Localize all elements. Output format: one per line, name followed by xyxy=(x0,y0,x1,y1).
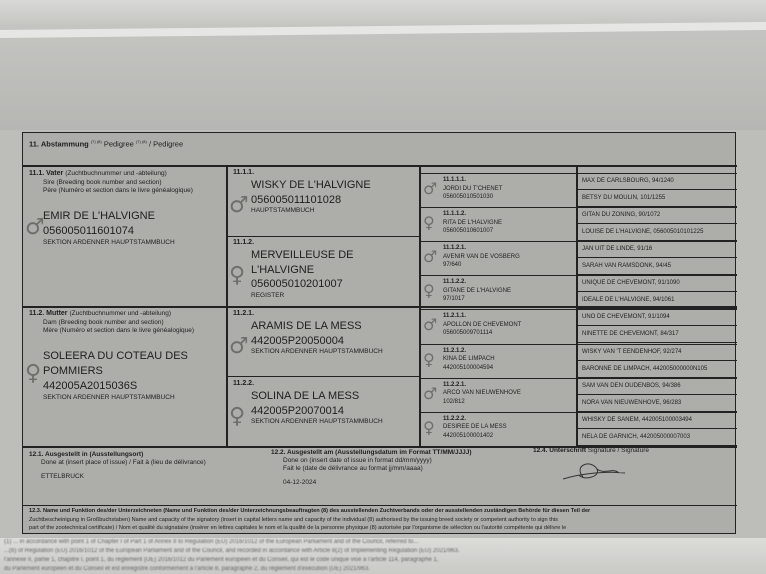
great-great-grandparent: WHISKY DE SANEM, 442005100003494 xyxy=(577,412,737,429)
great-great-grandparent: NORA VAN NIEUWENHOVE, 96/283 xyxy=(577,395,737,412)
great-great-grandparent: BARONNE DE LIMPACH, 442005000000N105 xyxy=(577,361,737,378)
dam-cell: 11.2. Mutter (Zuchtbuchnummer und -abtei… xyxy=(29,310,195,401)
sire-cell: 11.1. Vater (Zuchtbuchnummer und -abteil… xyxy=(29,170,193,246)
great-great-grandparent: NELA DE GARNICH, 442005000007003 xyxy=(577,429,737,446)
great-great-grandparent: MAX DE CARLSBOURG, 94/1240 xyxy=(577,173,737,190)
great-great-grandparent: UNIQUE DE CHEVEMONT, 91/1090 xyxy=(577,275,737,293)
great-great-grandparent: UNO DE CHEVEMONT, 91/1094 xyxy=(577,309,737,327)
pedigree-heading: 11. Abstammung (7) (8) Pedigree (7) (8) … xyxy=(29,139,184,149)
great-grandparent-cell: 11.1.2.2. GITANE DE L'HALVIGNE 97/1017 xyxy=(443,279,511,303)
male-icon: ♂ xyxy=(423,315,438,335)
great-great-grandparent: JAN UIT DE LINDE, 91/16 xyxy=(577,241,737,259)
great-grandparent-cell: 11.1.1.1. JORDI DU T'CHENET 05600501050103… xyxy=(443,177,503,200)
great-grandparent-cell: 11.2.1.2. KINA DE LIMPACH 442005100004594 xyxy=(443,347,495,371)
grandparent-cell: 11.1.1. WISKY DE L'HALVIGNE 05600501110102… xyxy=(233,169,371,215)
great-great-grandparent: GITAN DU ZONING, 90/1072 xyxy=(577,207,737,225)
great-great-grandparent: NINETTE DE CHEVEMONT, 84/317 xyxy=(577,326,737,344)
female-icon: ♀ xyxy=(229,404,246,429)
male-icon: ♂ xyxy=(423,383,438,403)
female-icon: ♀ xyxy=(229,263,246,288)
male-icon: ♂ xyxy=(423,247,438,267)
great-great-grandparent: BETSY DU MOULIN, 101/1255 xyxy=(577,190,737,208)
female-icon: ♀ xyxy=(25,361,42,386)
grandparent-cell: 11.2.1. ARAMIS DE LA MESS 442005P20050004 S… xyxy=(233,310,383,356)
grandparent-cell: 11.1.2. MERVEILLEUSE DE L'HALVIGNE 0560050… xyxy=(233,239,354,300)
signature-scribble xyxy=(562,463,626,480)
female-icon: ♀ xyxy=(423,281,435,301)
male-icon: ♂ xyxy=(229,193,249,218)
date-of-issue: 12.2. Ausgestellt am (Ausstellungsdatum … xyxy=(271,449,472,487)
pedigree-certificate: 11. Abstammung (7) (8) Pedigree (7) (8) … xyxy=(22,132,737,534)
great-great-grandparent: LOUISE DE L'HALVIGNE, 056005010101225 xyxy=(577,224,737,242)
next-page-footnote: (1) ... in accordance with point 1 of Ch… xyxy=(0,538,766,574)
great-grandparent-cell: 11.1.1.2. RITA DE L'HALVIGNE 0560050106010… xyxy=(443,211,502,235)
female-icon: ♀ xyxy=(423,213,435,233)
place-of-issue: 12.1. Ausgestellt in (Ausstellungsort) D… xyxy=(29,451,206,481)
great-grandparent-cell: 11.2.2.2. DESIREE DE LA MESS 4420051000014… xyxy=(443,415,507,439)
great-great-grandparent: WISKY VAN 'T EENDENHOF, 92/274 xyxy=(577,344,737,361)
male-icon: ♂ xyxy=(25,215,45,240)
female-icon: ♀ xyxy=(423,349,435,369)
great-grandparent-cell: 11.2.2.1. ARCO VAN NIEUWENHOVE 102/812 xyxy=(443,381,521,405)
grandparent-cell: 11.2.2. SOLINA DE LA MESS 442005P20070014 S… xyxy=(233,380,383,426)
female-icon: ♀ xyxy=(423,417,435,437)
background-sleeve xyxy=(0,0,766,130)
great-great-grandparent: IDEALE DE L'HALVIGNE, 94/1061 xyxy=(577,292,737,310)
male-icon: ♂ xyxy=(423,179,438,198)
great-grandparent-cell: 11.1.2.1. AVENIR VAN DE VOSBERG 97/640 xyxy=(443,245,520,269)
male-icon: ♂ xyxy=(229,334,249,359)
signatory-label: 12.3. Name und Funktion des/der Unterzei… xyxy=(29,508,591,531)
great-great-grandparent: SAM VAN DEN OUDENBOS, 94/386 xyxy=(577,378,737,395)
great-great-grandparent: SARAH VAN RAMSDONK, 94/45 xyxy=(577,258,737,276)
great-grandparent-cell: 11.2.1.1. APOLLON DE CHEVEMONT 05600500970… xyxy=(443,313,522,337)
signature-field: 12.4. Unterschrift Signature / Signature xyxy=(533,447,649,489)
